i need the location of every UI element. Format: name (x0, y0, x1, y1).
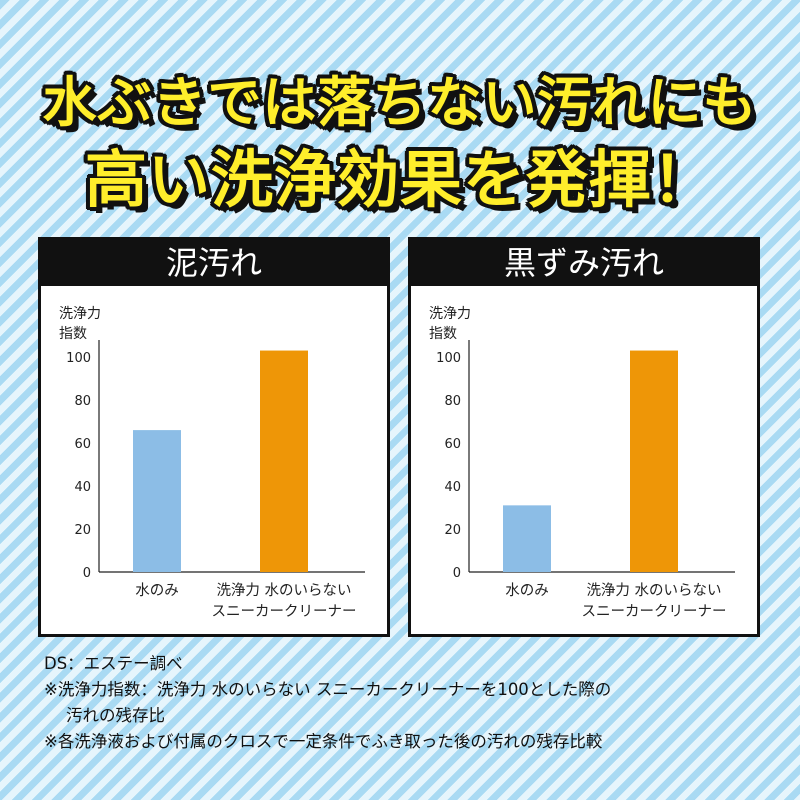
footnote-test-method: ※各洗浄液および付属のクロスで一定条件でふき取った後の汚れの残存比較 (44, 732, 603, 751)
y-tick-label: 40 (444, 480, 461, 495)
chart-title: 黒ずみ汚れ (411, 240, 757, 286)
chart-panel-mud-stain: 泥汚れ 洗浄力指数 0 20 40 60 80 100 水のみ 洗浄力 水のいらない スニーカーク… (38, 237, 390, 637)
bar (260, 350, 308, 572)
x-category-label: スニーカークリーナー (212, 603, 357, 620)
y-tick-label: 100 (66, 351, 91, 366)
y-tick-label: 20 (74, 523, 91, 538)
y-tick-label: 20 (444, 523, 461, 538)
y-tick-label: 80 (74, 394, 91, 409)
footnote-index-definition-cont: 汚れの残存比 (66, 706, 165, 725)
chart-title: 泥汚れ (41, 240, 387, 286)
headline-line-2: 高い洗浄効果を発揮！ (84, 143, 715, 216)
y-tick-label: 60 (74, 437, 91, 452)
x-category-label: 水のみ (505, 582, 549, 599)
footnotes: DS：エステー調べ ※洗浄力指数：洗浄力 水のいらない スニーカークリーナーを1… (44, 651, 774, 755)
y-tick-label: 60 (444, 437, 461, 452)
y-axis-label: 指数 (429, 326, 457, 342)
x-category-label: スニーカークリーナー (582, 603, 727, 620)
x-category-label: 水のみ (135, 582, 179, 599)
bar (630, 350, 678, 572)
headline-line-1: 水ぶきでは落ちない汚れにも (42, 71, 758, 134)
bar (133, 430, 181, 572)
y-tick-label: 0 (453, 566, 461, 581)
chart-panel-black-stain: 黒ずみ汚れ 洗浄力指数 0 20 40 60 80 100 水のみ 洗浄力 水のいらない スニーカ… (408, 237, 760, 637)
y-tick-label: 40 (74, 480, 91, 495)
y-axis-label: 指数 (59, 326, 87, 342)
y-axis-label: 洗浄力 (59, 306, 101, 322)
x-category-label: 洗浄力 水のいらない (586, 582, 721, 599)
source-note: DS：エステー調べ (44, 654, 183, 673)
y-tick-label: 0 (83, 566, 91, 581)
bar (503, 505, 551, 572)
y-tick-label: 100 (436, 351, 461, 366)
y-tick-label: 80 (444, 394, 461, 409)
x-category-label: 洗浄力 水のいらない (216, 582, 351, 599)
y-axis-label: 洗浄力 (429, 306, 471, 322)
footnote-index-definition: ※洗浄力指数：洗浄力 水のいらない スニーカークリーナーを100とした際の (44, 680, 612, 699)
